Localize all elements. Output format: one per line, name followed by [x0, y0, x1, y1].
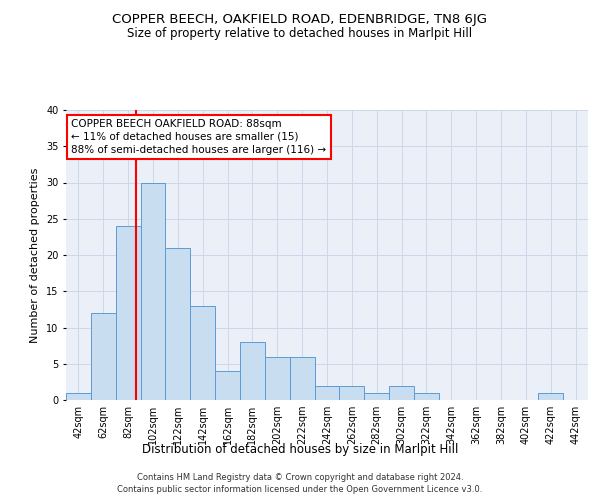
Bar — [290, 356, 314, 400]
Text: COPPER BEECH, OAKFIELD ROAD, EDENBRIDGE, TN8 6JG: COPPER BEECH, OAKFIELD ROAD, EDENBRIDGE,… — [113, 12, 487, 26]
Text: Contains HM Land Registry data © Crown copyright and database right 2024.: Contains HM Land Registry data © Crown c… — [137, 472, 463, 482]
Bar — [314, 386, 340, 400]
Bar — [166, 248, 190, 400]
Bar — [215, 371, 240, 400]
Bar — [265, 356, 290, 400]
Text: COPPER BEECH OAKFIELD ROAD: 88sqm
← 11% of detached houses are smaller (15)
88% : COPPER BEECH OAKFIELD ROAD: 88sqm ← 11% … — [71, 118, 326, 155]
Text: Size of property relative to detached houses in Marlpit Hill: Size of property relative to detached ho… — [127, 28, 473, 40]
Bar — [140, 182, 166, 400]
Text: Distribution of detached houses by size in Marlpit Hill: Distribution of detached houses by size … — [142, 442, 458, 456]
Bar — [91, 313, 116, 400]
Bar — [116, 226, 140, 400]
Bar — [190, 306, 215, 400]
Y-axis label: Number of detached properties: Number of detached properties — [31, 168, 40, 342]
Bar — [538, 393, 563, 400]
Bar — [66, 393, 91, 400]
Bar — [414, 393, 439, 400]
Bar — [389, 386, 414, 400]
Text: Contains public sector information licensed under the Open Government Licence v3: Contains public sector information licen… — [118, 485, 482, 494]
Bar — [340, 386, 364, 400]
Bar — [364, 393, 389, 400]
Bar — [240, 342, 265, 400]
